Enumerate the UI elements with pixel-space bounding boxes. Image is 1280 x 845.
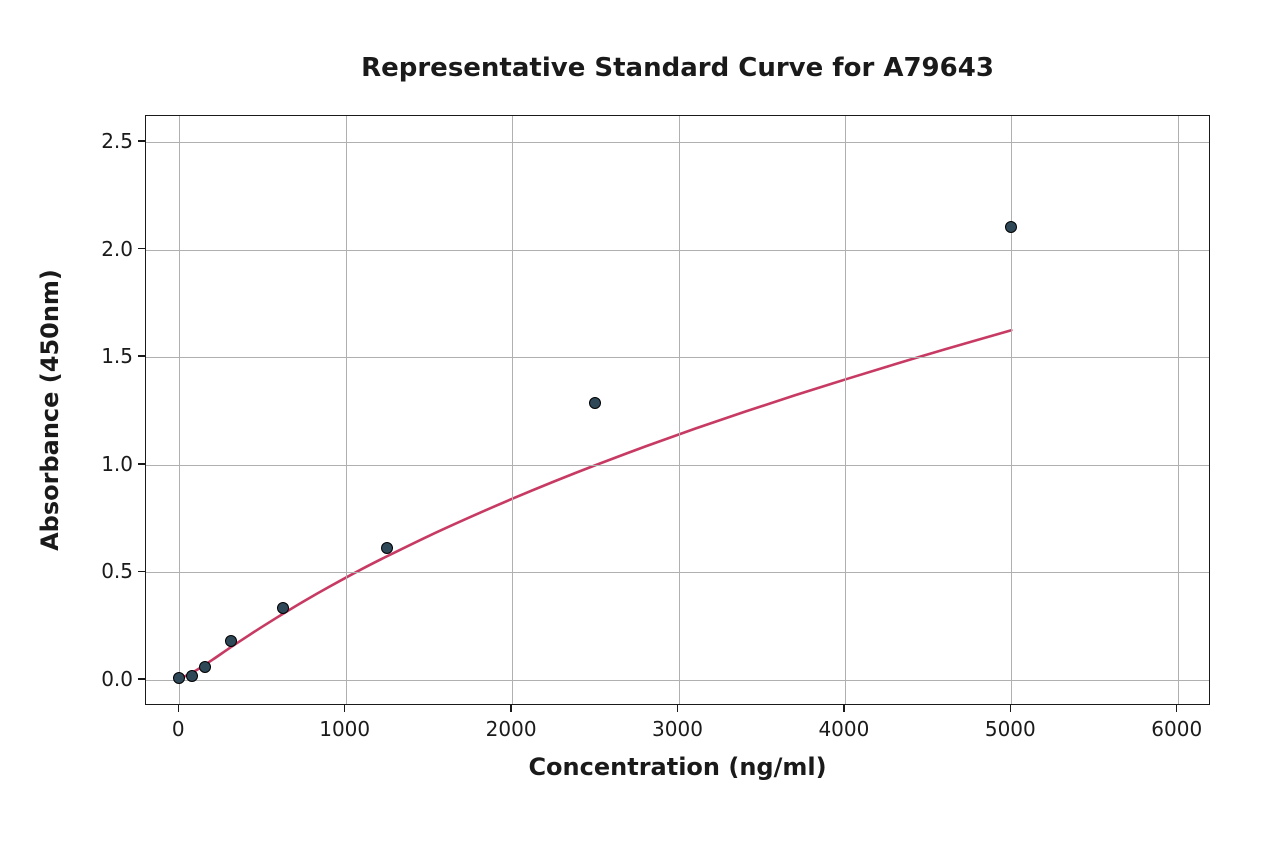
y-tick [138,571,145,573]
grid-line-v [346,116,347,704]
y-axis-label: Absorbance (450nm) [36,269,64,551]
x-tick-label: 2000 [486,717,537,741]
x-tick-label: 0 [172,717,185,741]
y-tick-label: 2.0 [101,237,133,261]
y-tick [138,678,145,680]
y-tick [138,248,145,250]
x-tick [1010,705,1012,712]
grid-line-v [679,116,680,704]
chart-title: Representative Standard Curve for A79643 [361,53,994,83]
y-tick [138,140,145,142]
grid-line-h [146,142,1209,143]
y-tick-label: 0.5 [101,559,133,583]
x-tick [677,705,679,712]
x-tick [178,705,180,712]
data-point [173,672,185,684]
grid-line-h [146,357,1209,358]
grid-line-v [1011,116,1012,704]
figure: Representative Standard Curve for A79643… [0,0,1280,845]
grid-line-v [845,116,846,704]
y-tick [138,463,145,465]
data-point [225,635,237,647]
grid-line-h [146,572,1209,573]
grid-line-v [512,116,513,704]
data-point [381,542,393,554]
data-point [589,397,601,409]
x-tick-label: 1000 [319,717,370,741]
data-point [277,602,289,614]
data-point [199,661,211,673]
y-tick-label: 1.5 [101,344,133,368]
x-tick [344,705,346,712]
x-tick [843,705,845,712]
grid-line-h [146,250,1209,251]
data-point [1005,221,1017,233]
x-axis-label: Concentration (ng/ml) [528,753,826,781]
data-point [186,670,198,682]
y-tick [138,355,145,357]
x-tick-label: 5000 [985,717,1036,741]
curve-path [179,330,1011,679]
grid-line-h [146,465,1209,466]
grid-line-v [1178,116,1179,704]
y-tick-label: 2.5 [101,129,133,153]
x-tick-label: 6000 [1151,717,1202,741]
plot-area [145,115,1210,705]
grid-line-v [179,116,180,704]
y-tick-label: 1.0 [101,452,133,476]
x-tick [510,705,512,712]
grid-line-h [146,680,1209,681]
y-tick-label: 0.0 [101,667,133,691]
x-tick-label: 3000 [652,717,703,741]
x-tick-label: 4000 [818,717,869,741]
x-tick [1176,705,1178,712]
